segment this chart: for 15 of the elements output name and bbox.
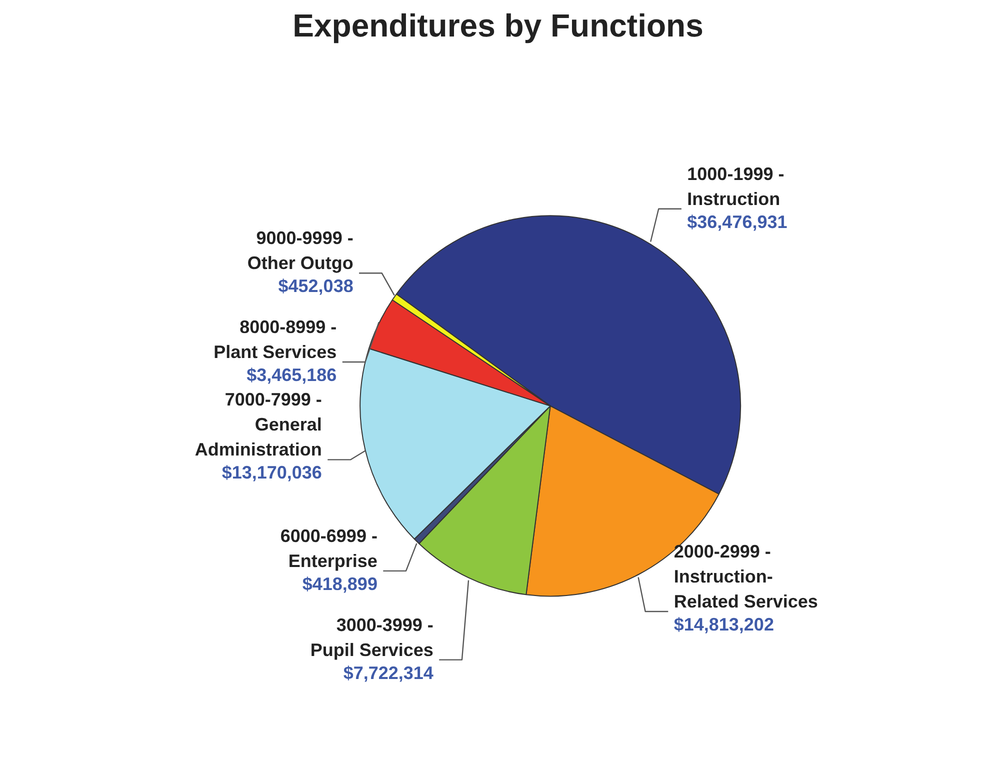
slice-label: 2000-2999 - Instruction- Related Services	[674, 542, 818, 612]
slice-label: 9000-9999 - Other Outgo	[247, 228, 354, 274]
slice-label: 1000-1999 - Instruction	[687, 164, 784, 209]
data-label: $418,899	[302, 574, 378, 594]
data-label: $3,465,186	[246, 365, 337, 386]
slice-label: 6000-6999 - Enterprise	[280, 526, 378, 571]
chart-title: Expenditures by Functions	[292, 8, 704, 44]
data-label: $7,722,314	[343, 662, 434, 683]
data-label: $14,813,202	[674, 614, 774, 635]
data-label: $13,170,036	[222, 462, 322, 483]
data-label: $452,038	[278, 276, 354, 296]
data-label: $36,476,931	[687, 212, 788, 232]
slice-label: 3000-3999 - Pupil Services	[310, 614, 434, 660]
slice-label: 7000-7999 - General Administration	[194, 390, 322, 460]
slice-label: 8000-8999 - Plant Services	[214, 317, 337, 362]
